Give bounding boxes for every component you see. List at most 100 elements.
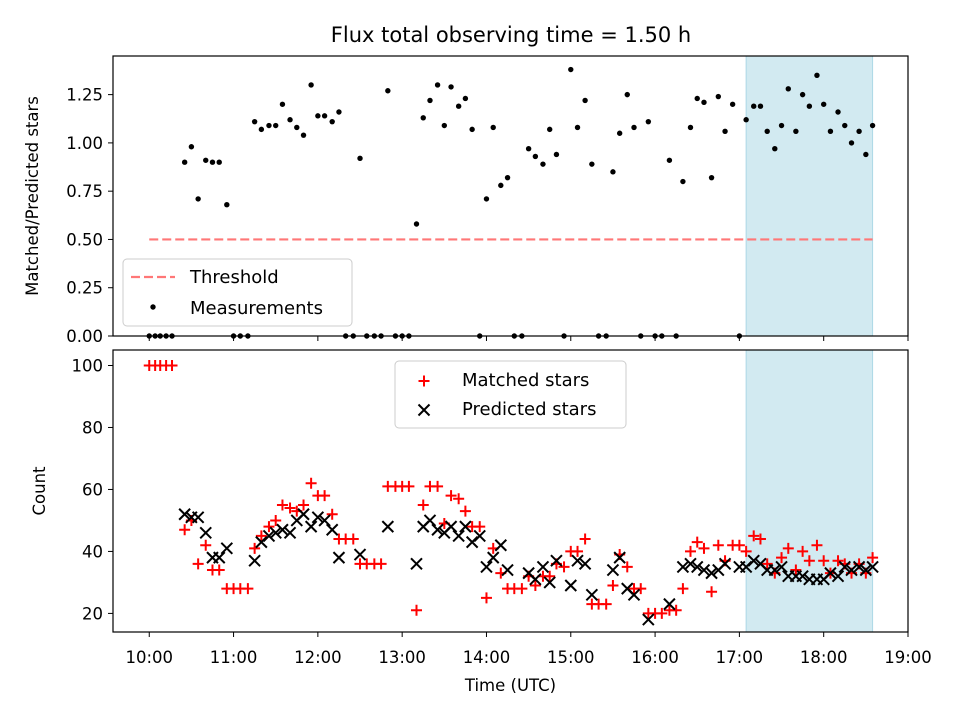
predicted-star-marker (564, 579, 577, 592)
measurement-point (434, 82, 441, 88)
predicted-star-marker (852, 560, 866, 574)
matched-star-marker (733, 539, 745, 551)
predicted-star-marker (536, 560, 550, 574)
predicted-star-marker (220, 542, 234, 555)
measurement-point (490, 124, 496, 131)
matched-star-marker (480, 592, 492, 604)
predicted-star-marker (473, 529, 486, 543)
matched-star-marker (453, 493, 465, 505)
predicted-star-marker (423, 514, 437, 527)
matched-star-marker (558, 561, 570, 573)
measurement-point (504, 174, 511, 181)
top-shaded-span (745, 55, 874, 337)
measurement-point (279, 101, 286, 107)
measurement-point (722, 128, 728, 135)
measurement-point (757, 103, 764, 109)
matched-star-marker (790, 564, 802, 576)
matched-star-marker (255, 530, 267, 542)
measurement-point (835, 109, 841, 115)
top-frame (112, 55, 909, 337)
predicted-star-marker (199, 526, 212, 540)
matched-star-marker (213, 564, 225, 576)
matched-star-marker (670, 604, 682, 616)
matched-star-marker (803, 555, 815, 567)
bottom-legend: Matched stars Predicted stars (394, 360, 627, 429)
matched-star-marker (192, 558, 204, 570)
matched-star-marker (677, 583, 689, 595)
legend-matched-swatch (418, 375, 430, 387)
measurement-point (799, 91, 806, 98)
matched-star-marker (276, 499, 288, 511)
y-tick-label: 60 (82, 480, 103, 499)
predicted-star-marker (775, 560, 788, 574)
matched-star-marker (761, 558, 773, 570)
matched-star-marker (748, 530, 760, 542)
measurement-point (715, 93, 722, 100)
matched-star-marker (776, 552, 788, 564)
predicted-star-marker (213, 551, 226, 564)
measurement-point (251, 118, 258, 125)
measurement-point (764, 128, 770, 135)
bottom-legend-box (394, 360, 627, 429)
predicted-star-marker (831, 570, 845, 583)
predicted-star-marker (824, 566, 837, 580)
matched-star-marker (474, 521, 486, 533)
predicted-star-marker (796, 570, 809, 583)
predicted-star-marker (718, 557, 732, 571)
matched-star-marker (706, 586, 718, 598)
measurement-point (582, 97, 588, 104)
measurement-point (624, 91, 630, 98)
matched-star-marker (263, 521, 275, 533)
matched-star-marker (600, 598, 612, 610)
measurement-point (413, 221, 420, 227)
x-tick-label: 10:00 (125, 648, 173, 667)
predicted-star-marker (691, 560, 704, 574)
predicted-star-marker (325, 523, 339, 536)
top-y-axis-label: Matched/Predicted stars (23, 96, 42, 296)
predicted-star-marker (578, 557, 592, 571)
predicted-star-marker (269, 526, 282, 540)
bottom-panel: 10:00 11:00 12:00 13:00 14:00 15:00 16:00 17:00… (30, 349, 932, 695)
predicted-star-marker (431, 523, 444, 536)
measurement-point (553, 151, 560, 158)
top-legend: Threshold Measurements (122, 258, 353, 327)
matched-star-marker (347, 533, 359, 545)
x-tick-label: 19:00 (884, 648, 932, 667)
y-tick-label: 0.75 (66, 182, 103, 201)
measurement-point (827, 128, 834, 135)
measurement-point (568, 66, 574, 73)
matched-star-marker (782, 542, 794, 554)
predicted-star-marker (381, 520, 395, 533)
predicted-star-marker (318, 514, 331, 527)
top-legend-box (122, 258, 353, 327)
measurement-point (820, 101, 827, 107)
legend-measurements-swatch (150, 304, 156, 310)
matched-star-marker (249, 542, 261, 554)
matched-star-marker (242, 583, 254, 595)
measurement-point (209, 159, 216, 165)
bottom-shaded-span (745, 349, 874, 633)
matched-star-marker (417, 499, 429, 511)
measurement-point (266, 122, 272, 129)
measurement-point (751, 103, 757, 109)
measurement-point (195, 196, 201, 202)
legend-predicted-label: Predicted stars (462, 399, 596, 420)
measurement-point (589, 161, 595, 167)
measurement-point (329, 118, 335, 125)
x-tick-label: 15:00 (547, 648, 595, 667)
predicted-star-marker (459, 520, 472, 533)
matched-star-marker (375, 558, 387, 570)
matched-star-marker (305, 477, 317, 489)
measurement-point (772, 145, 778, 152)
matched-star-marker (298, 499, 310, 511)
predicted-star-marker (283, 526, 297, 540)
measurement-point (666, 157, 673, 163)
measurement-point (778, 122, 785, 129)
measurement-point (483, 196, 490, 202)
matched-star-marker (319, 490, 331, 502)
predicted-star-marker (353, 548, 367, 561)
measurement-point (525, 145, 532, 152)
matched-star-marker (200, 539, 212, 551)
matched-star-marker (516, 583, 528, 595)
predicted-star-marker (191, 511, 205, 524)
